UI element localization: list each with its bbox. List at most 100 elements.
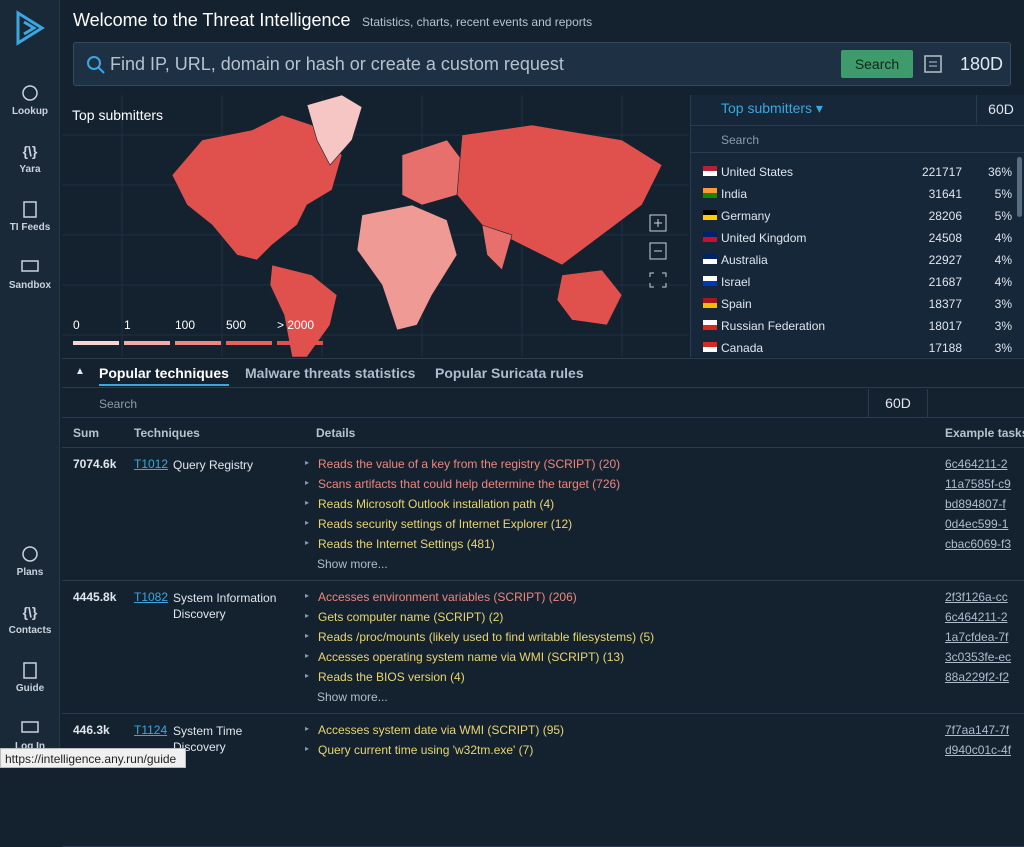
example-task[interactable]: 7f7aa147-7f [945,723,1010,737]
detail-arrow: ▸ [305,478,310,487]
legend-label: 100 [175,318,196,332]
nav-item[interactable]: Lookup [0,84,60,117]
country-share: 3% [994,319,1012,333]
detail-arrow: ▸ [305,671,310,680]
report-icon[interactable] [923,54,943,74]
country-count: 18377 [928,297,962,311]
country-share: 4% [994,275,1012,289]
show-more[interactable]: Show more... [317,690,388,704]
country-name: Australia [721,253,768,267]
example-task[interactable]: cbac6069-f3 [945,537,1012,551]
detail-arrow: ▸ [305,724,310,733]
submitters-period[interactable]: 60D [976,95,1024,123]
country-name: Canada [721,341,764,355]
country-count: 24508 [928,231,962,245]
country-share: 5% [994,187,1012,201]
nav-label: Yara [19,164,41,175]
column-header: Details [316,426,356,440]
example-task[interactable]: 2f3f126a-cc [945,590,1008,604]
world-map [62,95,689,357]
example-task[interactable]: 88a229f2-f2 [945,670,1010,684]
period[interactable]: 180D [960,54,1004,74]
legend-label: 0 [73,318,80,332]
detail: Query current time using 'w32tm.exe' (7) [318,743,534,757]
nav-item[interactable]: {\} Yara [0,142,60,175]
legend-label: 500 [226,318,247,332]
example-task[interactable]: bd894807-f [945,497,1006,511]
submitters-dropdown[interactable]: Top submitters ▾ [721,100,823,116]
search-bar[interactable]: Find IP, URL, domain or hash or create a… [73,42,1011,86]
example-task[interactable]: 1a7cfdea-7f [945,630,1009,644]
technique-id[interactable]: T1012 [134,457,169,471]
example-task[interactable]: 11a7585f-c9 [945,477,1011,491]
legend-swatch [73,341,119,345]
column-header: Sum [73,426,100,440]
country-name: Russian Federation [721,319,826,333]
detail-arrow: ▸ [305,518,310,527]
detail-arrow: ▸ [305,631,310,640]
nav-item[interactable]: TI Feeds [0,200,60,233]
legend-swatch [277,341,323,345]
detail-arrow: ▸ [305,651,310,660]
dropdown-label: Top submitters [721,100,813,116]
legend-swatch [226,341,272,345]
country-share: 4% [994,231,1012,245]
nav-item[interactable]: Plans [0,545,60,578]
nav-label: Sandbox [8,280,52,291]
search-placeholder: Find IP, URL, domain or hash or create a… [110,54,564,74]
nav-item[interactable]: Sandbox [0,258,60,291]
country-share: 36% [987,165,1012,179]
tab[interactable]: Malware threats statistics [245,365,416,381]
country-name: Israel [721,275,751,289]
nav-item[interactable]: Guide [0,661,60,694]
sum: 4445.8k [73,590,117,604]
detail: Reads Microsoft Outlook installation pat… [318,497,555,511]
example-task[interactable]: 0d4ec599-1 [945,517,1009,531]
column-header: Techniques [134,426,200,440]
country-count: 22927 [928,253,962,267]
toolbar-search[interactable]: Search [99,397,138,411]
nav-item[interactable]: Log In [0,719,60,752]
toolbar-period[interactable]: 60D [868,389,928,418]
nav-label: Plans [16,567,44,578]
flag [703,166,717,176]
detail-arrow: ▸ [305,611,310,620]
row-divider [62,713,1024,714]
nav-item[interactable]: {\} Contacts [0,603,60,636]
example-task[interactable]: 6c464211-2 [945,457,1008,471]
flag [703,254,717,264]
show-more[interactable]: Show more... [317,557,388,571]
example-task[interactable]: d940c01c-4f [945,743,1012,757]
nav-label: Contacts [8,625,52,636]
example-task[interactable]: 3c0353fe-ec [945,650,1012,664]
detail: Reads security settings of Internet Expl… [318,517,573,531]
technique-name: System Information Discovery [173,591,277,621]
technique-name: System Time Discovery [173,724,243,754]
technique-id[interactable]: T1082 [134,590,169,604]
country-count: 21687 [928,275,962,289]
country-share: 3% [994,341,1012,355]
country-count: 17188 [928,341,962,355]
search-button[interactable]: Search [841,50,913,78]
country-count: 18017 [928,319,962,333]
column-header: Example tasks [945,426,1024,440]
detail: Reads the Internet Settings (481) [318,537,495,551]
tab[interactable]: Popular Suricata rules [435,365,584,381]
nav-label: TI Feeds [9,222,51,233]
legend-label: > 2000 [277,318,315,332]
legend-swatch [124,341,170,345]
detail-arrow: ▸ [305,591,310,600]
row-divider [62,447,1024,448]
technique-id[interactable]: T1124 [134,723,168,737]
map-panel: Top submitters 0 1 100 500 > 2000 [62,95,689,357]
tab-bar: ▲ Popular techniques Malware threats stati… [62,358,1024,388]
country-count: 221717 [921,165,962,179]
submitters-search[interactable]: Search [691,125,1024,153]
detail: Accesses system date via WMI (SCRIPT) (9… [318,723,565,737]
zoom-controls[interactable] [648,213,670,289]
example-task[interactable]: 6c464211-2 [945,610,1008,624]
country-name: Spain [721,297,752,311]
tab[interactable]: Popular techniques [99,365,229,386]
page-subtitle: Statistics, charts, recent events and re… [362,15,593,29]
country-share: 5% [994,209,1012,223]
